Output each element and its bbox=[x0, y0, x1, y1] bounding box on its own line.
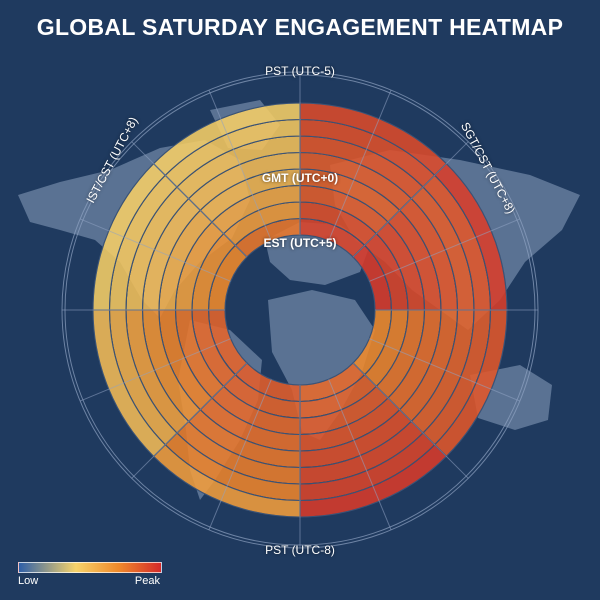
grid-spoke-11 bbox=[79, 338, 231, 402]
color-legend: Low Peak bbox=[18, 562, 162, 592]
legend-low-label: Low bbox=[18, 575, 39, 587]
grid-spoke-6 bbox=[352, 362, 469, 479]
chart-title: GLOBAL SATURDAY ENGAGEMENT HEATMAP bbox=[36, 14, 564, 40]
label-est: EST (UTC+5) bbox=[263, 236, 337, 250]
legend-gradient-bar bbox=[18, 562, 162, 573]
legend-peak-label: Peak bbox=[134, 575, 160, 587]
grid-spoke-3 bbox=[369, 218, 521, 282]
label-bottom: PST (UTC-8) bbox=[265, 543, 335, 557]
grid-spoke-2 bbox=[352, 141, 469, 258]
grid-spoke-7 bbox=[328, 379, 392, 531]
polar-grid bbox=[61, 71, 539, 549]
map-africa bbox=[268, 290, 375, 440]
label-gmt: GMT (UTC+0) bbox=[261, 171, 339, 185]
grid-spoke-1 bbox=[328, 89, 392, 241]
grid-spoke-10 bbox=[131, 362, 248, 479]
grid-spoke-9 bbox=[208, 379, 272, 531]
grid-spoke-14 bbox=[131, 141, 248, 258]
grid-spoke-15 bbox=[208, 89, 272, 241]
grid-spoke-5 bbox=[369, 338, 521, 402]
grid-spoke-13 bbox=[79, 218, 231, 282]
label-top: PST (UTC-5) bbox=[265, 64, 335, 78]
heatmap-cells bbox=[92, 102, 508, 518]
